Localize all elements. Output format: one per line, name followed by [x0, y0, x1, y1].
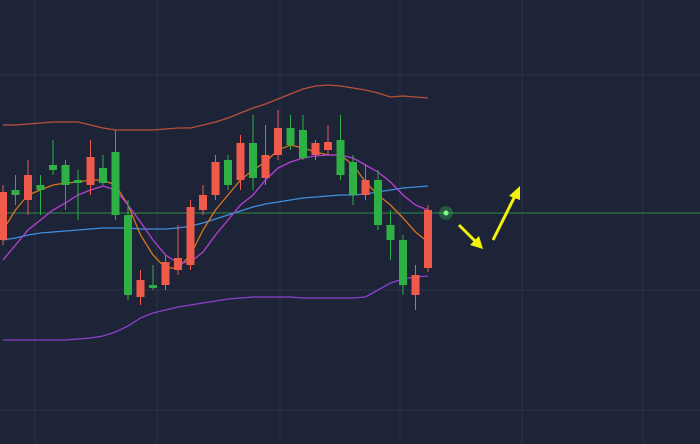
candle-body [199, 195, 207, 210]
indicator-line [3, 275, 429, 341]
candle-body [411, 275, 420, 295]
candle-body [61, 165, 70, 185]
candle-body [299, 130, 307, 158]
candle-body [236, 143, 245, 180]
arrow-head [470, 236, 483, 249]
candle-body [274, 128, 282, 155]
candle-body [24, 175, 32, 200]
candle-body [361, 180, 370, 195]
candle-body [11, 190, 20, 195]
candle-body [336, 140, 345, 175]
candle-body [286, 128, 295, 145]
candle-body [136, 280, 145, 297]
arrow-up [491, 195, 517, 241]
candle-body [211, 162, 220, 195]
indicator-line [2, 144, 429, 269]
candle-body [0, 192, 7, 240]
indicator-line [3, 84, 429, 131]
arrow-head [509, 186, 520, 200]
candle-body [249, 143, 257, 178]
indicator-line [2, 185, 429, 241]
candle-body [261, 155, 270, 178]
candle-body [386, 225, 395, 240]
candle-body [311, 143, 320, 155]
candle-body [374, 180, 382, 225]
indicator-line [2, 154, 429, 264]
candle-body [186, 207, 195, 265]
candle-body [324, 142, 332, 150]
price-dot [443, 210, 449, 216]
candle-body [174, 258, 182, 270]
candle-body [74, 180, 82, 183]
candle-body [399, 240, 407, 285]
candle-body [86, 157, 95, 185]
candle-body [99, 168, 107, 183]
candle-body [349, 162, 357, 195]
candle-body [224, 160, 232, 185]
arrows [457, 186, 520, 249]
candle-body [424, 210, 432, 268]
candle-body [161, 262, 170, 285]
candle-body [111, 152, 120, 215]
candle-body [36, 185, 45, 190]
candle-body [124, 215, 132, 295]
candle-body [149, 285, 157, 288]
candle-body [49, 165, 57, 170]
plot [0, 84, 700, 341]
